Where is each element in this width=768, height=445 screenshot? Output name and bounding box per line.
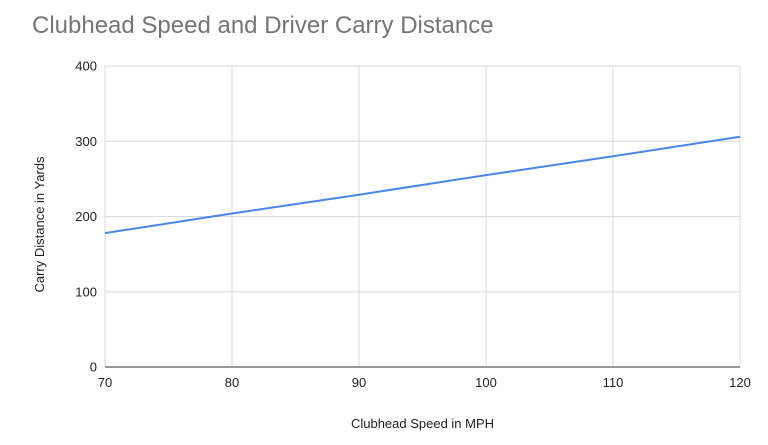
x-tick-label: 120: [729, 375, 751, 390]
x-axis-title: Clubhead Speed in MPH: [351, 416, 494, 431]
tick-labels: 0 100 200 300 400 70 80 90 100 110 120: [75, 59, 751, 391]
series-line: [104, 135, 741, 235]
series-layer: [104, 135, 741, 235]
y-tick-label: 300: [75, 134, 97, 149]
y-tick-label: 100: [75, 284, 97, 299]
x-tick-label: 90: [352, 375, 366, 390]
x-tick-label: 110: [603, 375, 624, 390]
x-tick-label: 80: [225, 375, 239, 390]
y-axis-title: Carry Distance in Yards: [32, 156, 47, 293]
x-tick-label: 70: [98, 375, 112, 390]
chart-title: Clubhead Speed and Driver Carry Distance: [32, 12, 494, 39]
x-tick-label: 100: [475, 375, 497, 390]
y-tick-label: 400: [75, 59, 97, 74]
y-tick-label: 200: [75, 209, 97, 224]
y-tick-label: 0: [90, 360, 97, 375]
grid-lines: [104, 65, 741, 367]
